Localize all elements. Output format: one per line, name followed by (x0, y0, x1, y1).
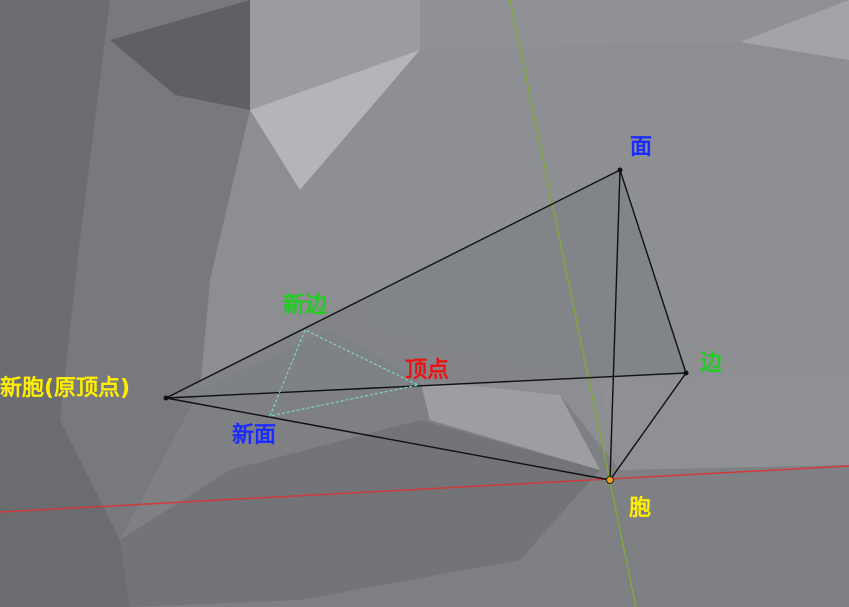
tetrahedron-wireframe (165, 169, 687, 481)
label-new-cell: 新胞(原顶点) (0, 375, 130, 401)
label-vertex: 顶点 (405, 357, 449, 383)
vertex-face (617, 167, 623, 173)
vertex-cell (606, 476, 614, 484)
label-face: 面 (630, 135, 652, 160)
vertex-new-cell (163, 395, 169, 401)
shaded-face (166, 170, 686, 398)
label-new-face: 新面 (232, 422, 276, 448)
section-triangle (269, 329, 420, 417)
y-axis-line (509, 0, 637, 607)
label-new-edge: 新边 (283, 292, 328, 318)
x-axis-line (0, 465, 849, 513)
vertex-edge (683, 370, 689, 376)
label-cell: 胞 (629, 495, 651, 521)
label-edge: 边 (699, 351, 723, 376)
